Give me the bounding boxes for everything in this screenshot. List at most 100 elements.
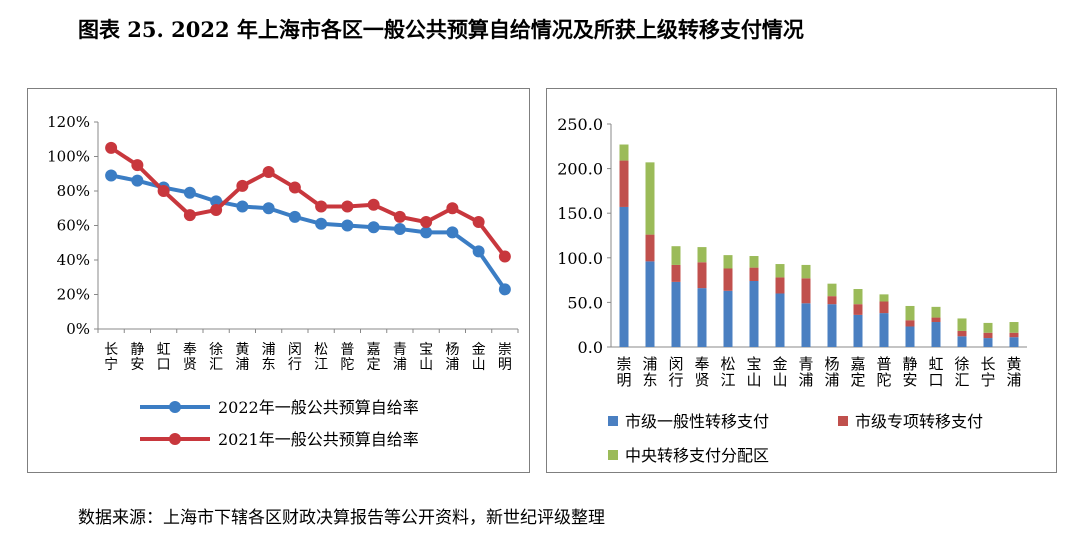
figure-title: 图表 25. 2022 年上海市各区一般公共预算自给情况及所获上级转移支付情况 xyxy=(78,17,804,42)
data-point xyxy=(498,250,511,263)
data-point xyxy=(183,209,196,222)
y-tick-label: 250.0 xyxy=(557,115,603,134)
bar-segment xyxy=(775,277,785,294)
x-tick-label: 长宁 xyxy=(980,355,995,389)
bar-segment xyxy=(619,144,629,161)
bar-segment xyxy=(853,314,863,347)
bar-segment xyxy=(723,268,733,291)
x-tick-label: 杨浦 xyxy=(824,355,839,389)
data-point xyxy=(367,221,380,234)
stacked-bar-chart: 0.0 50.0 100.0 150.0 200.0 250.0 崇明浦东闵行奉贤松江宝山金… xyxy=(557,115,1027,465)
bar-segment xyxy=(879,301,889,314)
bar-segment xyxy=(931,306,941,318)
legend-swatch-marker xyxy=(169,401,181,413)
data-point xyxy=(420,216,433,229)
x-tick-label: 闵行 xyxy=(668,355,683,389)
y-tick-label: 50.0 xyxy=(567,293,603,312)
data-point xyxy=(131,159,144,172)
data-point xyxy=(236,179,249,192)
data-point xyxy=(105,141,118,154)
bar-segment xyxy=(801,278,811,304)
x-tick-label: 徐汇 xyxy=(954,355,969,389)
bar-segment xyxy=(723,255,733,269)
x-tick-label: 松江 xyxy=(720,355,735,389)
bar-segment xyxy=(853,304,863,315)
data-point xyxy=(367,198,380,211)
x-tick-label: 普陀 xyxy=(876,355,891,389)
y-tick-label: 100.0 xyxy=(557,249,603,268)
y-tick-label: 200.0 xyxy=(557,160,603,179)
data-point xyxy=(157,185,170,197)
x-tick-label: 静安 xyxy=(130,342,144,373)
legend-label: 市级专项转移支付 xyxy=(855,412,983,431)
bar-segment xyxy=(645,162,655,235)
bar-segment xyxy=(983,338,993,347)
x-tick-label: 杨浦 xyxy=(445,342,459,373)
y-tick-label: 0% xyxy=(66,320,90,338)
x-tick-label: 浦东 xyxy=(642,355,657,389)
data-point xyxy=(210,203,223,216)
data-point xyxy=(262,202,275,215)
data-point xyxy=(420,226,433,239)
x-tick-label: 黄浦 xyxy=(1006,355,1021,389)
x-tick-label: 金山 xyxy=(772,355,787,389)
data-point xyxy=(236,200,249,213)
bar-chart-panel: 0.0 50.0 100.0 150.0 200.0 250.0 崇明 浦东 闵行 奉贤 松江 宝山金… xyxy=(546,88,1057,473)
bar-segment xyxy=(905,326,915,347)
y-tick-label: 60% xyxy=(57,217,90,235)
data-point xyxy=(183,186,196,199)
bar-segment xyxy=(853,289,863,305)
legend-label: 市级一般性转移支付 xyxy=(625,412,769,431)
data-point xyxy=(498,283,511,296)
bar-segment xyxy=(749,256,759,268)
bar-segment xyxy=(957,318,967,331)
x-tick-label: 宝山 xyxy=(419,342,433,373)
data-point xyxy=(262,166,275,179)
y-tick-label: 120% xyxy=(47,113,90,131)
x-tick-label: 嘉定 xyxy=(850,355,865,389)
bar-segment xyxy=(619,160,629,207)
x-tick-label: 松江 xyxy=(314,342,328,373)
bar-segment xyxy=(775,264,785,278)
series-line-2022 xyxy=(110,173,507,291)
legend-swatch-marker xyxy=(169,433,181,445)
x-tick-label: 崇明 xyxy=(498,342,512,373)
bar-segment xyxy=(775,293,785,347)
x-tick-label: 普陀 xyxy=(340,342,354,373)
bar-segment xyxy=(957,330,967,337)
legend-label: 2021年一般公共预算自给率 xyxy=(218,430,419,449)
x-tick-label: 金山 xyxy=(472,342,486,373)
bar-segment xyxy=(983,332,993,339)
bar-segment xyxy=(671,264,681,282)
data-point xyxy=(393,222,406,235)
legend-swatch xyxy=(608,416,618,426)
source-note: 数据来源：上海市下辖各区财政决算报告等公开资料，新世纪评级整理 xyxy=(78,508,605,528)
legend-swatch xyxy=(838,416,848,426)
data-point xyxy=(315,217,328,230)
bar-segment xyxy=(957,336,967,347)
data-point xyxy=(446,202,459,215)
line-chart: 0% 20% 40% 60% 80% 100% 120% 长宁静安虹口奉贤徐汇黄浦浦东闵行松江… xyxy=(47,113,519,449)
bar-segment xyxy=(723,290,733,347)
x-tick-label: 黄浦 xyxy=(235,341,249,373)
data-point xyxy=(446,226,459,239)
data-point xyxy=(105,169,118,182)
bar-segment xyxy=(697,247,707,263)
data-point xyxy=(341,219,354,232)
bar-segment xyxy=(931,317,941,323)
bar-segment xyxy=(1009,322,1019,333)
bar-segment xyxy=(749,267,759,281)
bar-segment xyxy=(645,234,655,262)
bar-segment xyxy=(931,322,941,347)
data-point xyxy=(210,195,223,208)
x-tick-label: 奉贤 xyxy=(694,355,709,389)
legend-label: 中央转移支付分配区 xyxy=(625,446,769,465)
data-point xyxy=(341,200,354,213)
y-tick-label: 0.0 xyxy=(578,338,603,357)
legend-label: 2022年一般公共预算自给率 xyxy=(218,398,419,417)
data-point xyxy=(131,174,144,187)
bar-segment xyxy=(697,262,707,289)
bar-segment xyxy=(801,264,811,279)
x-tick-label: 青浦 xyxy=(798,355,813,389)
x-tick-label: 青浦 xyxy=(393,342,407,373)
